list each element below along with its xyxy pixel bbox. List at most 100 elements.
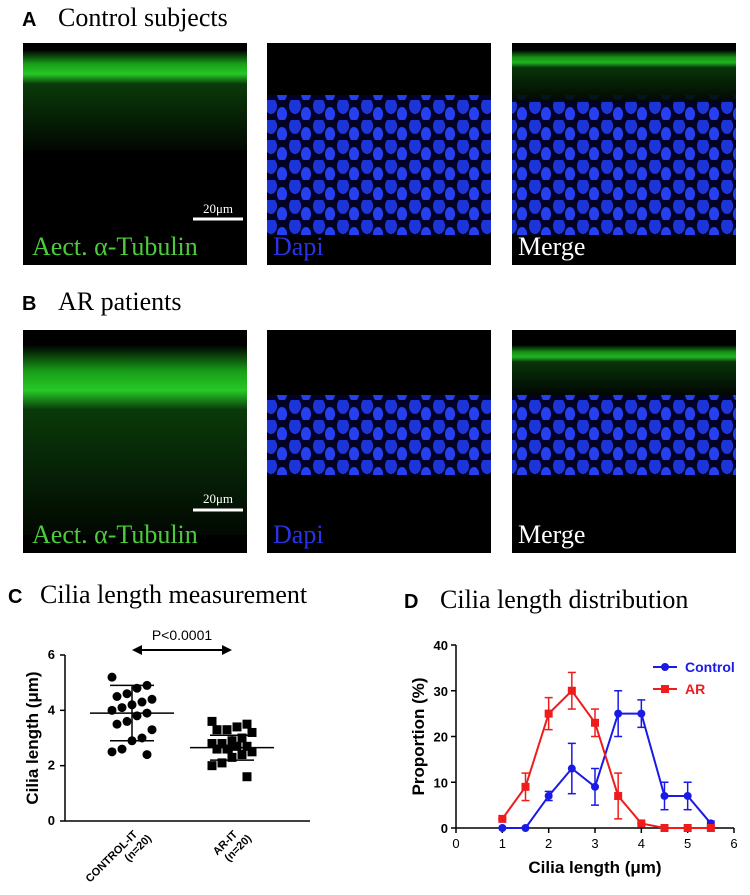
scale-label: 20μm	[203, 201, 233, 216]
marker	[683, 791, 692, 800]
image-band	[267, 395, 491, 475]
panel-letter: C	[8, 586, 22, 608]
image-label: Dapi	[273, 232, 324, 261]
chart-title: Cilia length distribution	[440, 585, 688, 614]
marker	[112, 692, 122, 701]
marker	[217, 758, 227, 768]
image-band	[267, 95, 491, 235]
chart-title: Cilia length measurement	[40, 580, 308, 609]
x-tick-label: 3	[591, 836, 598, 851]
x-tick-label: 6	[730, 836, 737, 851]
image-band	[512, 395, 736, 475]
image-band	[512, 50, 736, 102]
marker	[591, 718, 599, 727]
y-axis-label: Proportion (%)	[409, 677, 428, 795]
panel-letter: D	[404, 591, 418, 613]
marker	[614, 709, 623, 718]
marker	[212, 725, 222, 735]
marker	[232, 741, 242, 751]
marker	[660, 824, 669, 832]
panel-title: Control subjects	[58, 3, 228, 32]
marker	[660, 791, 669, 800]
marker	[207, 739, 217, 749]
marker	[237, 750, 247, 760]
marker	[107, 672, 117, 682]
marker	[661, 685, 669, 693]
marker	[237, 733, 247, 743]
panel-b: B AR patients 20μm Aect. α-Tubulin Dapi …	[22, 287, 736, 553]
marker	[247, 747, 257, 757]
scale-label: 20μm	[203, 491, 233, 506]
image-label: Aect. α-Tubulin	[32, 232, 198, 261]
marker	[614, 791, 623, 800]
marker	[242, 741, 252, 751]
marker	[222, 744, 232, 754]
image-band	[23, 345, 247, 535]
panel-title: AR patients	[58, 287, 182, 316]
x-tick-label: 1	[499, 836, 506, 851]
marker	[147, 694, 157, 704]
panel-letter: B	[22, 293, 36, 315]
x-tick-label: 0	[452, 836, 459, 851]
marker	[122, 689, 132, 699]
legend-label: Control	[685, 659, 735, 675]
marker	[222, 725, 232, 735]
marker	[122, 716, 132, 726]
legend-label: AR	[685, 681, 705, 697]
arrow-head	[132, 645, 232, 655]
marker	[521, 782, 530, 791]
marker	[107, 747, 117, 757]
marker	[212, 744, 222, 754]
x-tick-label: 5	[684, 836, 691, 851]
y-tick-label: 10	[434, 775, 448, 790]
y-tick-label: 6	[48, 647, 55, 662]
marker	[242, 772, 252, 782]
y-tick-label: 4	[48, 702, 56, 717]
marker	[498, 814, 507, 823]
x-axis-label: Cilia length (μm)	[528, 858, 661, 877]
y-tick-label: 0	[441, 821, 448, 836]
marker	[637, 709, 646, 718]
marker	[147, 725, 157, 735]
y-axis-label: Cilia length (μm)	[23, 671, 42, 804]
x-tick-label: 2	[545, 836, 552, 851]
marker	[567, 764, 576, 773]
marker	[142, 750, 152, 760]
marker	[112, 719, 122, 729]
panel-letter: A	[22, 9, 36, 31]
image-label: Merge	[518, 232, 585, 261]
marker	[117, 744, 127, 754]
series-line	[501, 689, 711, 829]
panel-a: A Control subjects 20μm Aect. α-Tubulin …	[22, 3, 736, 265]
y-tick-label: 0	[48, 813, 55, 828]
marker	[217, 739, 227, 749]
marker	[544, 709, 553, 718]
marker	[242, 719, 252, 729]
marker	[567, 686, 576, 695]
marker	[137, 697, 147, 707]
image-band	[23, 50, 247, 150]
marker	[247, 727, 257, 737]
marker	[637, 819, 646, 828]
series-line	[502, 712, 712, 829]
marker	[544, 791, 553, 800]
x-tick-label: 4	[638, 836, 645, 851]
marker	[498, 824, 507, 832]
image-band	[512, 95, 736, 235]
marker	[117, 703, 127, 713]
image-label: Merge	[518, 520, 585, 549]
marker	[207, 716, 217, 726]
image-band	[512, 345, 736, 395]
marker	[706, 824, 715, 832]
marker	[661, 663, 669, 671]
marker	[521, 824, 530, 832]
y-tick-label: 20	[434, 730, 448, 745]
marker	[232, 722, 242, 732]
image-label: Aect. α-Tubulin	[32, 520, 198, 549]
y-tick-label: 30	[434, 684, 448, 699]
annotation: P<0.0001	[152, 627, 213, 643]
marker	[683, 824, 692, 832]
y-tick-label: 2	[48, 758, 55, 773]
image-label: Dapi	[273, 520, 324, 549]
